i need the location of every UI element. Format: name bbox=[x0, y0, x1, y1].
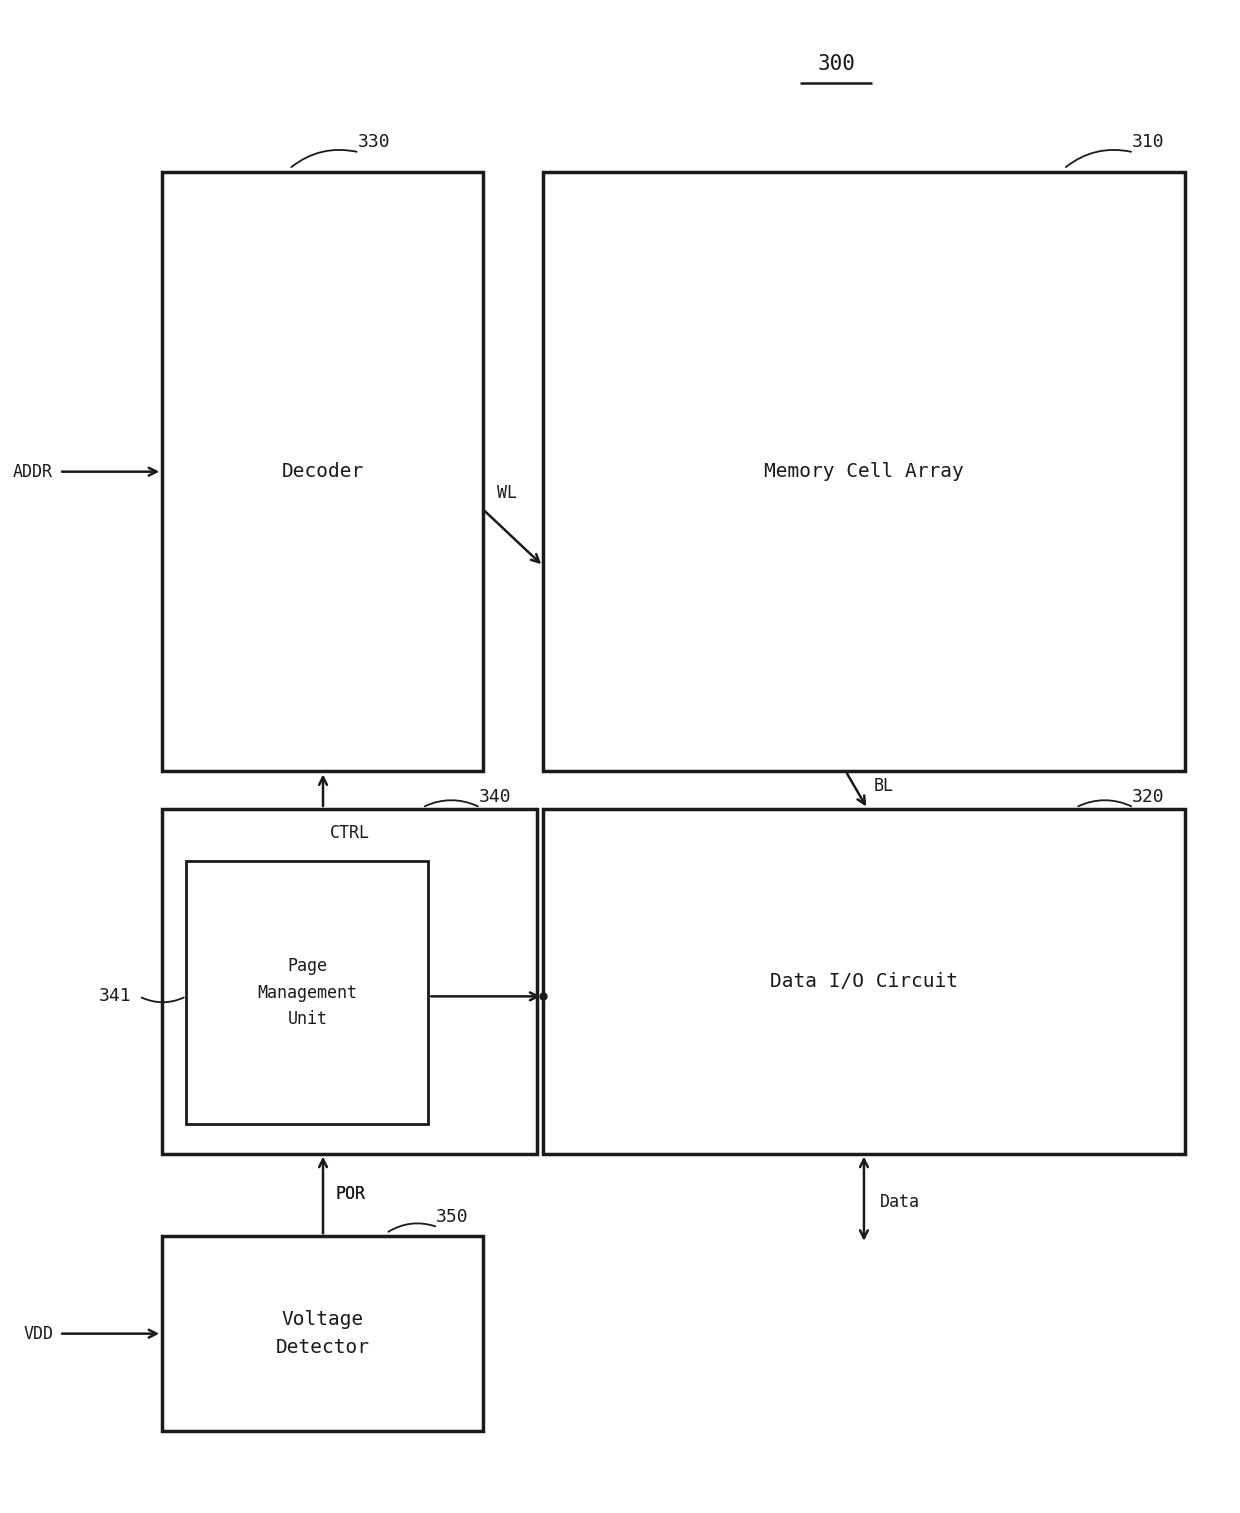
Text: Data I/O Circuit: Data I/O Circuit bbox=[770, 971, 959, 991]
Text: WL: WL bbox=[497, 484, 517, 502]
Text: VDD: VDD bbox=[24, 1325, 53, 1342]
Text: 330: 330 bbox=[357, 133, 391, 151]
Text: CTRL: CTRL bbox=[330, 825, 370, 843]
Bar bbox=[162, 172, 482, 772]
Text: 320: 320 bbox=[1132, 788, 1164, 806]
Text: 350: 350 bbox=[436, 1207, 469, 1226]
Bar bbox=[186, 861, 428, 1124]
Text: BL: BL bbox=[874, 778, 894, 796]
Text: 340: 340 bbox=[479, 788, 511, 806]
Bar bbox=[162, 809, 537, 1154]
Bar bbox=[543, 809, 1184, 1154]
Text: POR: POR bbox=[335, 1185, 365, 1203]
Text: Memory Cell Array: Memory Cell Array bbox=[764, 461, 963, 481]
Text: 341: 341 bbox=[98, 988, 131, 1005]
Text: 310: 310 bbox=[1132, 133, 1164, 151]
Text: 300: 300 bbox=[817, 54, 856, 74]
Text: Voltage
Detector: Voltage Detector bbox=[275, 1310, 370, 1357]
Bar bbox=[543, 172, 1184, 772]
Text: Data: Data bbox=[879, 1192, 920, 1210]
Text: Page
Management
Unit: Page Management Unit bbox=[258, 958, 357, 1027]
Text: Decoder: Decoder bbox=[281, 461, 363, 481]
Bar bbox=[162, 1236, 482, 1431]
Text: ADDR: ADDR bbox=[14, 463, 53, 481]
Text: POR: POR bbox=[335, 1185, 365, 1203]
